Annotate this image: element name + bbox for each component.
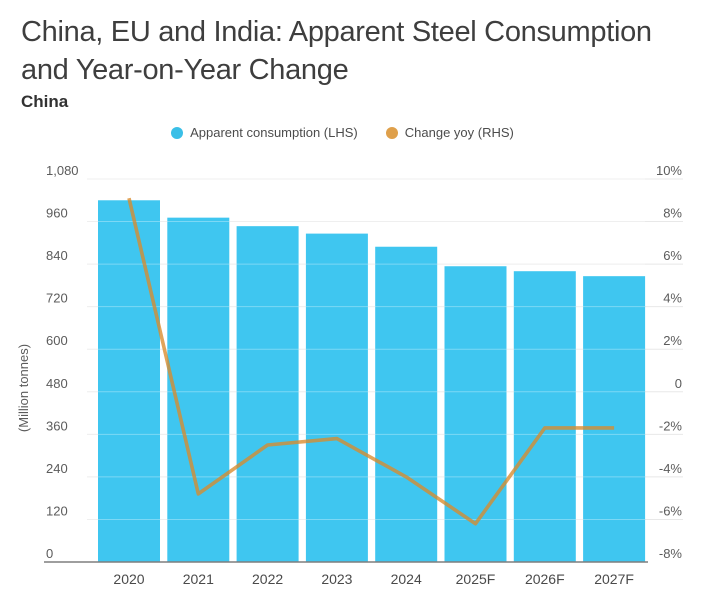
left-axis-title: (Million tonnes) — [16, 344, 31, 432]
bar-2027F — [583, 276, 646, 562]
left-axis-tick-600: 600 — [46, 333, 68, 348]
left-axis-tick-0: 0 — [46, 546, 53, 561]
legend: Apparent consumption (LHS) Change yoy (R… — [0, 125, 715, 140]
legend-label-change-yoy: Change yoy (RHS) — [404, 125, 514, 140]
left-axis-tick-840: 840 — [46, 248, 68, 263]
legend-dot-blue-icon — [171, 126, 184, 139]
left-axis-tick-360: 360 — [46, 418, 68, 433]
x-axis-label-2023: 2023 — [321, 571, 352, 587]
x-axis-label-2020: 2020 — [113, 571, 144, 587]
left-axis-tick-480: 480 — [46, 376, 68, 391]
left-axis-tick-1,080: 1,080 — [46, 163, 79, 178]
legend-item-consumption: Apparent consumption (LHS) — [171, 125, 358, 140]
bar-2021 — [167, 217, 230, 562]
right-axis-tick-4%: 4% — [663, 291, 682, 306]
bar-2024 — [375, 246, 438, 562]
chart-title-line2: and Year-on-Year Change — [21, 54, 349, 86]
chart-subtitle: China — [21, 92, 69, 111]
bar-2023 — [305, 233, 368, 562]
bar-line-chart: 0 120 240 360 480 600 720 840 960 1,080 -8% -6% -4% -… — [16, 163, 683, 587]
left-axis-tick-720: 720 — [46, 291, 68, 306]
right-axis-tick--4%: -4% — [659, 461, 683, 476]
right-axis-tick-10%: 10% — [656, 163, 682, 178]
right-axis-tick-0: 0 — [675, 376, 682, 391]
legend-item-change-yoy: Change yoy (RHS) — [385, 125, 514, 140]
bar-2022 — [236, 226, 299, 562]
chart-title: China, EU and India: Apparent Steel Cons… — [21, 13, 652, 89]
legend-label-consumption: Apparent consumption (LHS) — [190, 125, 358, 140]
x-axis-label-2026F: 2026F — [525, 571, 565, 587]
chart-title-line1: China, EU and India: Apparent Steel Cons… — [21, 16, 652, 48]
right-axis-tick--2%: -2% — [659, 418, 683, 433]
left-axis-tick-120: 120 — [46, 503, 68, 518]
right-axis-tick-8%: 8% — [663, 206, 682, 221]
bar-2025F — [444, 266, 507, 562]
x-axis-label-2025F: 2025F — [456, 571, 496, 587]
right-axis-tick-2%: 2% — [663, 333, 682, 348]
left-axis-tick-960: 960 — [46, 206, 68, 221]
yoy-line — [127, 197, 615, 526]
bar-2026F — [513, 271, 576, 562]
right-axis-tick-6%: 6% — [663, 248, 682, 263]
right-axis-tick--8%: -8% — [659, 546, 683, 561]
x-axis-label-2021: 2021 — [183, 571, 214, 587]
x-axis-label-2024: 2024 — [391, 571, 422, 587]
bar-2020 — [98, 200, 160, 562]
x-axis-label-2022: 2022 — [252, 571, 283, 587]
left-axis-tick-240: 240 — [46, 461, 68, 476]
right-axis-tick--6%: -6% — [659, 503, 683, 518]
x-axis-label-2027F: 2027F — [594, 571, 634, 587]
legend-dot-orange-icon — [385, 126, 398, 139]
